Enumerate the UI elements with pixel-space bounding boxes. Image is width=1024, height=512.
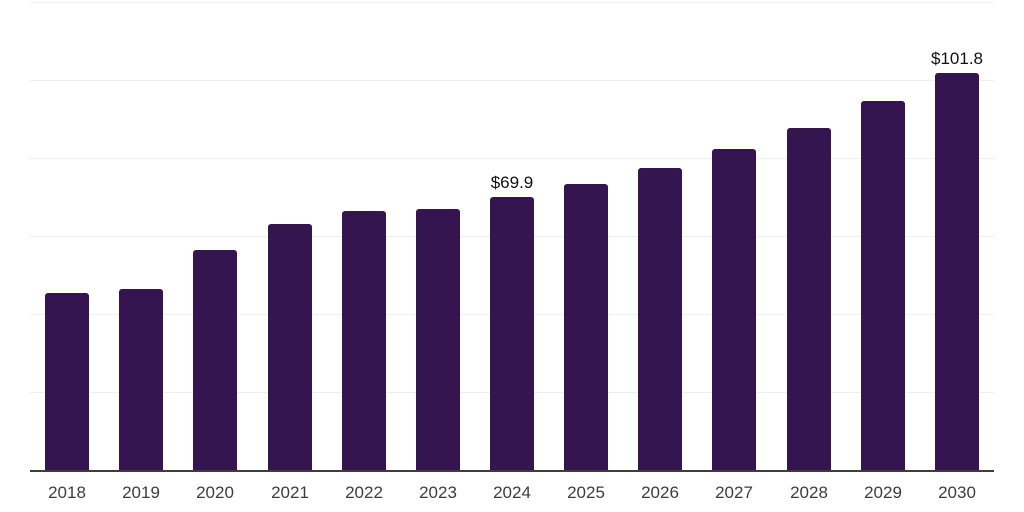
bar-2029	[861, 101, 905, 470]
x-tick-label-2020: 2020	[196, 483, 234, 502]
bar-2020	[193, 250, 237, 470]
bar-2023	[416, 209, 460, 470]
x-tick-label-2021: 2021	[271, 483, 309, 502]
bar-2024	[490, 197, 534, 470]
x-tick-label-2028: 2028	[790, 483, 828, 502]
gridline-80	[30, 158, 994, 159]
gridline-120	[30, 2, 994, 3]
x-tick-label-2023: 2023	[419, 483, 457, 502]
gridline-100	[30, 80, 994, 81]
bar-2030	[935, 73, 979, 470]
x-tick-label-2027: 2027	[715, 483, 753, 502]
x-axis-line	[30, 470, 994, 472]
x-tick-label-2018: 2018	[48, 483, 86, 502]
bar-2019	[119, 289, 163, 470]
bar-2022	[342, 211, 386, 470]
bar-2026	[638, 168, 682, 470]
bar-value-label-2024: $69.9	[490, 173, 534, 192]
bar-value-label-2030: $101.8	[931, 49, 983, 68]
x-tick-label-2029: 2029	[864, 483, 902, 502]
bar-2027	[712, 149, 756, 470]
x-tick-label-2019: 2019	[122, 483, 160, 502]
bar-2018	[45, 293, 89, 470]
x-tick-label-2024: 2024	[493, 483, 531, 502]
x-tick-label-2030: 2030	[938, 483, 976, 502]
x-tick-label-2025: 2025	[567, 483, 605, 502]
bar-2025	[564, 184, 608, 470]
x-tick-label-2022: 2022	[345, 483, 383, 502]
x-tick-label-2026: 2026	[641, 483, 679, 502]
bar-2021	[268, 224, 312, 470]
bar-2028	[787, 128, 831, 470]
